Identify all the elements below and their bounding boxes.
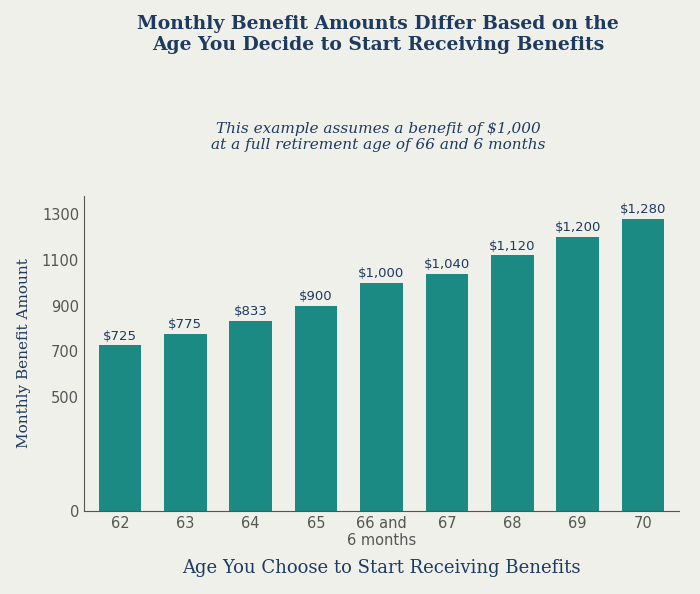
- Text: $1,280: $1,280: [620, 203, 666, 216]
- Text: $725: $725: [103, 330, 137, 343]
- Bar: [360, 283, 402, 511]
- Bar: [230, 321, 272, 511]
- Bar: [622, 219, 664, 511]
- Bar: [295, 305, 337, 511]
- Bar: [426, 274, 468, 511]
- Bar: [99, 346, 141, 511]
- Bar: [556, 237, 599, 511]
- Text: $900: $900: [300, 290, 333, 303]
- Bar: [164, 334, 206, 511]
- Text: $775: $775: [168, 318, 202, 331]
- Y-axis label: Monthly Benefit Amount: Monthly Benefit Amount: [17, 258, 31, 448]
- Text: $1,200: $1,200: [554, 222, 601, 235]
- Bar: [491, 255, 533, 511]
- Text: $1,120: $1,120: [489, 239, 536, 252]
- Text: $833: $833: [234, 305, 267, 318]
- Text: Monthly Benefit Amounts Differ Based on the
Age You Decide to Start Receiving Be: Monthly Benefit Amounts Differ Based on …: [137, 15, 619, 53]
- Text: $1,000: $1,000: [358, 267, 405, 280]
- X-axis label: Age You Choose to Start Receiving Benefits: Age You Choose to Start Receiving Benefi…: [182, 559, 581, 577]
- Text: This example assumes a benefit of $1,000
at a full retirement age of 66 and 6 mo: This example assumes a benefit of $1,000…: [211, 122, 545, 152]
- Text: $1,040: $1,040: [424, 258, 470, 271]
